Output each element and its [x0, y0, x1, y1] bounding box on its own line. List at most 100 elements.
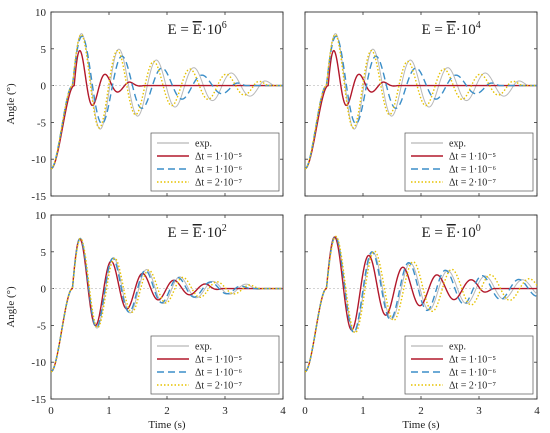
series-line-dt-2: [51, 35, 283, 170]
title-e-bar: E: [193, 225, 202, 241]
series-line-exp: [51, 237, 283, 373]
series-line-dt-2: [51, 237, 283, 373]
chart-title: E = E·104: [422, 20, 481, 38]
legend-label: Δt = 2·10⁻⁷: [449, 381, 496, 392]
legend-delta-t: Δt =: [195, 152, 215, 163]
legend-value: 1·10⁻⁵: [215, 152, 242, 163]
legend-label: Δt = 2·10⁻⁷: [195, 178, 242, 189]
legend-value: 2·10⁻⁷: [469, 381, 497, 392]
legend-value: 2·10⁻⁷: [215, 178, 243, 189]
y-axis-label-bottom: Angle (°): [5, 286, 17, 328]
legend-delta-t: Δt =: [449, 178, 469, 189]
title-multiplier: ·10: [202, 225, 222, 241]
title-exponent: 6: [222, 20, 227, 31]
legend-delta-t: Δt =: [195, 381, 215, 392]
title-prefix: E =: [422, 225, 447, 241]
title-multiplier: ·10: [202, 22, 222, 38]
title-e-bar: E: [447, 22, 456, 38]
y-tick-label: -15: [31, 394, 46, 406]
legend-label: Δt = 1·10⁻⁵: [195, 152, 242, 163]
legend-delta-t: Δt =: [449, 355, 469, 366]
legend-delta-t: Δt =: [449, 381, 469, 392]
legend-label: Δt = 2·10⁻⁷: [195, 381, 242, 392]
y-tick-label: -10: [31, 357, 46, 369]
legend-label: Δt = 2·10⁻⁷: [449, 178, 496, 189]
legend-label: exp.: [449, 139, 466, 150]
y-tick-label: 0: [41, 284, 47, 296]
legend-value: 2·10⁻⁷: [215, 381, 243, 392]
x-tick-label: 4: [534, 405, 540, 417]
chart-title: E = E·100: [422, 223, 481, 241]
legend-value: 1·10⁻⁶: [215, 368, 243, 379]
y-tick-label: -15: [31, 191, 46, 203]
title-exponent: 2: [222, 223, 227, 234]
title-e-bar: E: [447, 225, 456, 241]
legend-label: exp.: [449, 342, 466, 353]
title-multiplier: ·10: [456, 22, 476, 38]
x-tick-label: 2: [418, 405, 424, 417]
y-tick-label: -5: [37, 117, 47, 129]
legend-delta-t: Δt =: [195, 368, 215, 379]
legend-label: Δt = 1·10⁻⁶: [449, 368, 496, 379]
y-tick-label: -10: [31, 154, 46, 166]
x-axis-label-right: Time (s): [402, 419, 440, 431]
legend-delta-t: Δt =: [195, 355, 215, 366]
x-tick-label: 2: [164, 405, 170, 417]
legend-value: 1·10⁻⁶: [469, 165, 497, 176]
title-exponent: 0: [476, 223, 481, 234]
y-tick-label: 5: [41, 247, 47, 259]
x-tick-label: 0: [302, 405, 308, 417]
legend-label: Δt = 1·10⁻⁶: [449, 165, 496, 176]
legend: exp.Δt = 1·10⁻⁵Δt = 1·10⁻⁶Δt = 2·10⁻⁷: [150, 335, 280, 395]
legend-delta-t: Δt =: [449, 368, 469, 379]
title-prefix: E =: [422, 22, 447, 38]
y-tick-label: 10: [35, 210, 47, 222]
legend-label: Δt = 1·10⁻⁶: [195, 165, 242, 176]
title-e-bar: E: [193, 22, 202, 38]
title-exponent: 4: [476, 20, 481, 31]
y-tick-label: 5: [41, 44, 47, 56]
y-axis-label-top: Angle (°): [5, 83, 17, 125]
series-line-dt-2: [305, 35, 537, 170]
title-multiplier: ·10: [456, 225, 476, 241]
chart-title: E = E·102: [168, 223, 227, 241]
title-prefix: E =: [168, 22, 193, 38]
legend-label: Δt = 1·10⁻⁵: [449, 152, 496, 163]
legend-delta-t: Δt =: [449, 165, 469, 176]
title-prefix: E =: [168, 225, 193, 241]
series-line-dt-1: [305, 236, 537, 373]
x-tick-label: 3: [476, 405, 482, 417]
legend-value: 1·10⁻⁶: [215, 165, 243, 176]
x-tick-label: 0: [48, 405, 54, 417]
legend-label: Δt = 1·10⁻⁶: [195, 368, 242, 379]
legend-label: exp.: [195, 342, 212, 353]
x-tick-label: 1: [360, 405, 366, 417]
y-tick-label: 0: [41, 81, 47, 93]
legend-label: exp.: [195, 139, 212, 150]
series-line-dt-2: [305, 235, 537, 373]
x-tick-label: 4: [280, 405, 286, 417]
legend: exp.Δt = 1·10⁻⁵Δt = 1·10⁻⁶Δt = 2·10⁻⁷: [404, 132, 534, 192]
legend-value: 1·10⁻⁵: [469, 355, 496, 366]
chart-title: E = E·106: [168, 20, 227, 38]
legend-value: 1·10⁻⁶: [469, 368, 497, 379]
legend-delta-t: Δt =: [195, 165, 215, 176]
legend-value: 1·10⁻⁵: [215, 355, 242, 366]
legend-delta-t: Δt =: [449, 152, 469, 163]
x-axis-label-left: Time (s): [148, 419, 186, 431]
legend-value: 1·10⁻⁵: [469, 152, 496, 163]
x-tick-label: 3: [222, 405, 228, 417]
legend: exp.Δt = 1·10⁻⁵Δt = 1·10⁻⁶Δt = 2·10⁻⁷: [404, 335, 534, 395]
y-tick-label: -5: [37, 320, 47, 332]
legend-label: Δt = 1·10⁻⁵: [449, 355, 496, 366]
x-tick-label: 1: [106, 405, 112, 417]
legend-value: 2·10⁻⁷: [469, 178, 497, 189]
legend-label: Δt = 1·10⁻⁵: [195, 355, 242, 366]
y-tick-label: 10: [35, 7, 47, 19]
legend: exp.Δt = 1·10⁻⁵Δt = 1·10⁻⁶Δt = 2·10⁻⁷: [150, 132, 280, 192]
